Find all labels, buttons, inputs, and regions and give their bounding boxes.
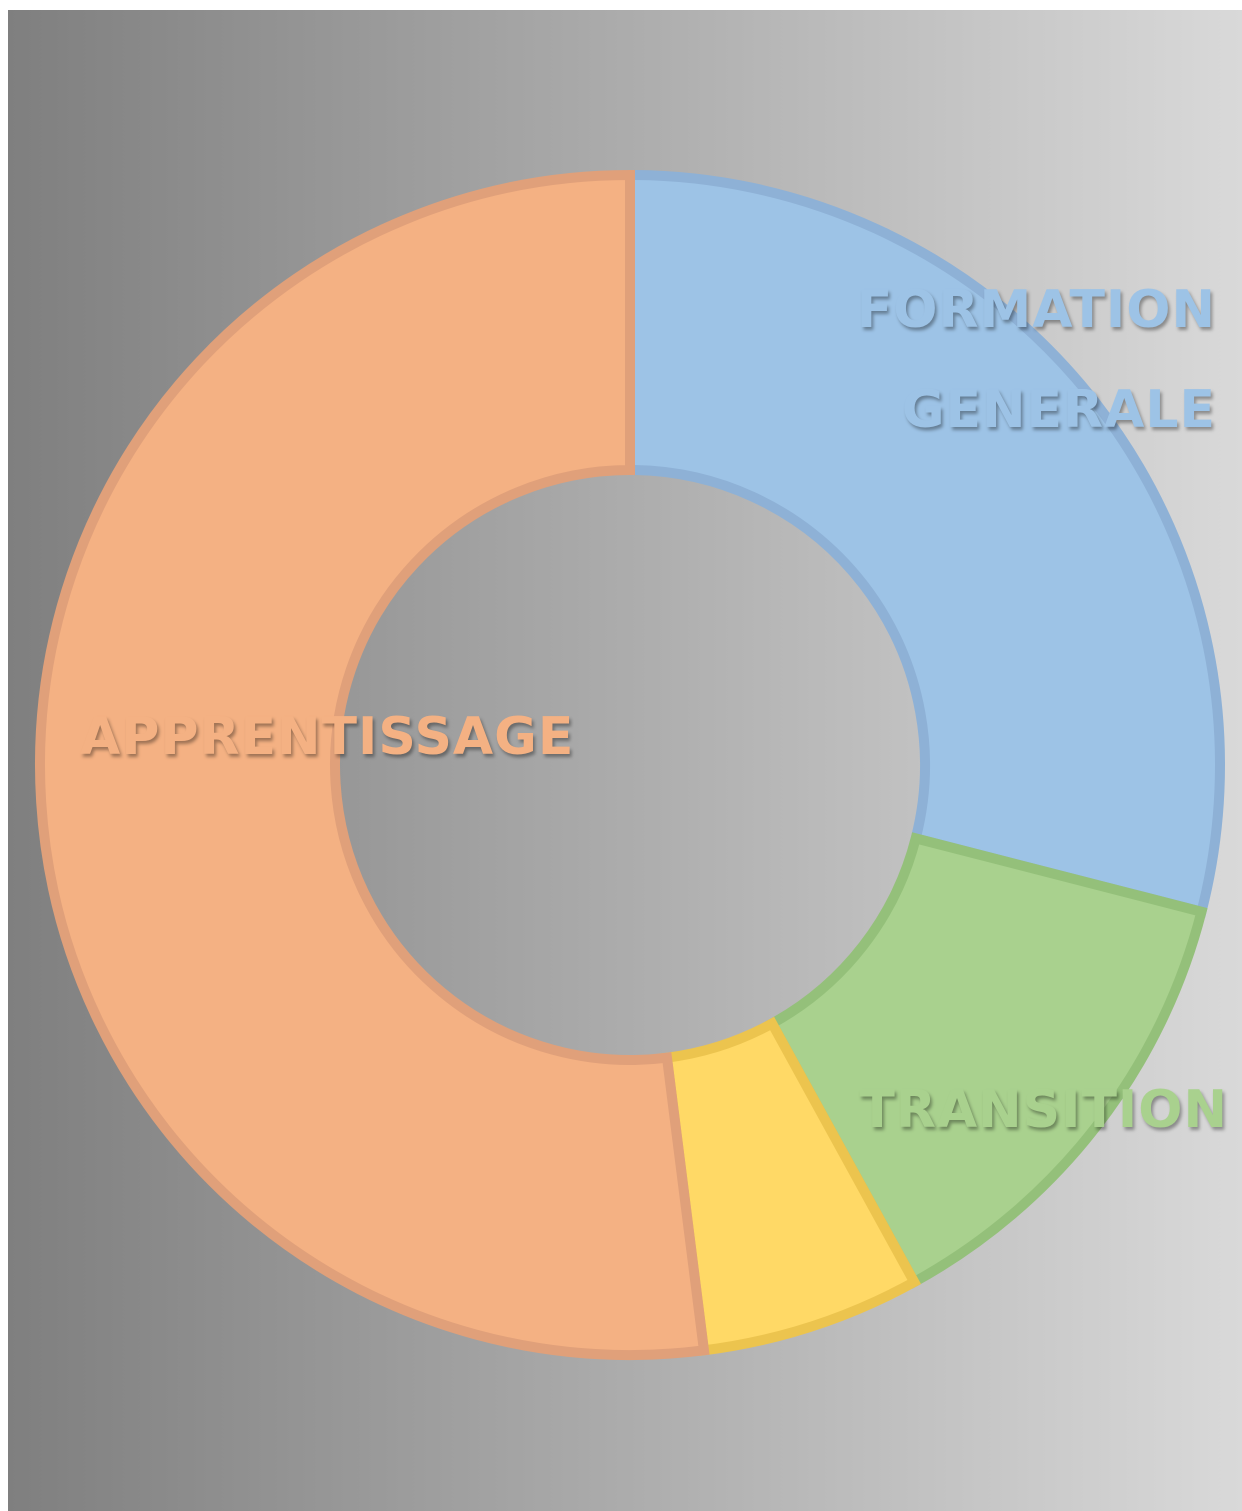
- chart-canvas: [35, 169, 1225, 1360]
- chart: FORMATION GENERALE TRANSITION APPRENTISSAG…: [8, 10, 1242, 1511]
- slice-label: TRANSITION: [859, 1080, 1228, 1140]
- donut-slice: [625, 169, 1225, 918]
- donut-slice: [765, 832, 1208, 1289]
- slice-label: APPRENTISSAGE: [80, 707, 575, 767]
- donut-slice: [35, 169, 710, 1360]
- slice-label: FORMATION GENERALE: [856, 280, 1216, 440]
